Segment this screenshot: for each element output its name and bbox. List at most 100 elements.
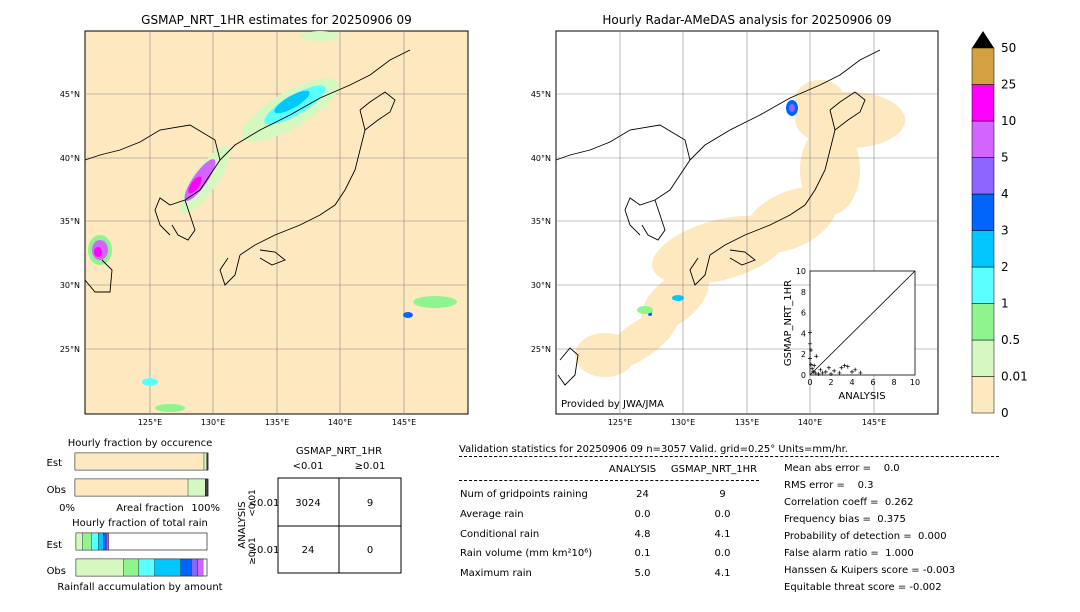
validation-row-analysis: 0.0 bbox=[634, 509, 651, 520]
scatter-xtick: 4 bbox=[849, 378, 854, 387]
scatter-ytick: 0 bbox=[801, 371, 806, 380]
contingency-row-header-text: ≥0.01 bbox=[249, 545, 280, 556]
occurrence-chart: Est Obs 0% 100% Areal fraction bbox=[47, 452, 220, 514]
right-map-title: Hourly Radar-AMeDAS analysis for 2025090… bbox=[602, 13, 892, 27]
contingency-col-header: <0.01 bbox=[292, 461, 324, 472]
validation-row-gsmap: 9 bbox=[719, 489, 726, 500]
scatter-point bbox=[813, 370, 818, 375]
occurrence-bars bbox=[74, 452, 209, 497]
left-map-grid bbox=[85, 31, 468, 414]
validation-row-label: Average rain bbox=[460, 509, 524, 520]
right-lon-label: 135°E bbox=[735, 418, 759, 427]
right-map-coverage bbox=[575, 80, 905, 377]
scatter-point bbox=[839, 365, 844, 370]
right-lat-label: 40°N bbox=[531, 154, 551, 163]
contingency-cell: 24 bbox=[302, 545, 315, 556]
scatter-ytick: 10 bbox=[796, 267, 806, 276]
right-lon-label: 130°E bbox=[671, 418, 695, 427]
scatter-point bbox=[826, 365, 831, 370]
right-lon-label: 145°E bbox=[862, 418, 886, 427]
right-map-credit: Provided by JWA/JMA bbox=[561, 399, 664, 410]
bar-segment bbox=[103, 532, 107, 551]
score-line: Equitable threat score = -0.002 bbox=[784, 582, 942, 593]
left-lat-label: 40°N bbox=[60, 154, 80, 163]
scatter-ticks: 0 2 4 6 8 10 0 2 4 6 8 10 bbox=[796, 267, 920, 387]
occurrence-tick: 100% bbox=[191, 503, 220, 514]
contingency-cell: 3024 bbox=[295, 498, 320, 509]
scatter-xtick: 10 bbox=[910, 378, 920, 387]
bar-segment bbox=[74, 478, 189, 497]
contingency-row-header: <0.01 bbox=[248, 489, 258, 517]
right-lat-label: 25°N bbox=[531, 345, 551, 354]
validation-row-gsmap: 4.1 bbox=[714, 529, 731, 540]
bar-segment bbox=[180, 558, 192, 577]
scatter-points bbox=[808, 330, 863, 376]
colorbar: 0 0.01 0.5 1 2 3 4 5 10 25 50 bbox=[971, 31, 1028, 418]
right-lon-label: 125°E bbox=[608, 418, 632, 427]
scatter-xtick: 2 bbox=[828, 378, 833, 387]
scatter-xtick: 6 bbox=[870, 378, 875, 387]
total-rain-title: Hourly fraction of total rain bbox=[72, 518, 208, 529]
contingency-grid: ANALYSIS <0.01 ≥0.01 <0.01 ≥0.01 3024 9 … bbox=[237, 477, 402, 574]
score-line: Hanssen & Kuipers score = -0.003 bbox=[784, 565, 956, 576]
scatter-point bbox=[810, 366, 815, 371]
scatter-point bbox=[853, 367, 858, 372]
scatter-point bbox=[808, 356, 812, 361]
total-rain-chart: Est Obs Rainfall accumulation by amount bbox=[47, 532, 223, 593]
scatter-inset: 0 2 4 6 8 10 0 2 4 6 8 10 ANALYSIS GSMAP_NRT_1HR bbox=[783, 267, 920, 402]
score-line: Frequency bias = 0.375 bbox=[784, 514, 906, 525]
right-lat-label: 30°N bbox=[531, 281, 551, 290]
occurrence-title: Hourly fraction by occurence bbox=[67, 438, 213, 449]
scatter-point bbox=[809, 362, 814, 367]
bar-segment bbox=[105, 532, 109, 551]
scatter-point bbox=[816, 371, 821, 376]
colorbar-box bbox=[971, 157, 995, 195]
right-map-coastline bbox=[555, 49, 881, 386]
validation-row-label: Maximum rain bbox=[460, 568, 532, 579]
colorbar-box bbox=[971, 230, 995, 268]
left-lon-label: 125°E bbox=[138, 418, 162, 427]
scatter-point bbox=[858, 370, 863, 375]
colorbar-label: 50 bbox=[1001, 41, 1016, 55]
scatter-point bbox=[837, 370, 842, 375]
scatter-xlabel: ANALYSIS bbox=[838, 391, 885, 402]
occurrence-cat: Est bbox=[47, 458, 63, 469]
validation-row-analysis: 5.0 bbox=[634, 568, 651, 579]
bar-segment bbox=[98, 532, 104, 551]
scatter-ytick: 2 bbox=[801, 350, 806, 359]
validation-row-analysis: 0.1 bbox=[634, 548, 651, 559]
right-map-rain bbox=[637, 100, 798, 316]
validation-col-header: ANALYSIS bbox=[608, 464, 657, 475]
validation-header: Validation statistics for 20250906 09 n=… bbox=[459, 444, 999, 457]
left-map-title: GSMAP_NRT_1HR estimates for 20250906 09 bbox=[141, 13, 412, 27]
contingency-title: GSMAP_NRT_1HR bbox=[295, 446, 383, 457]
occurrence-tick: 0% bbox=[59, 503, 75, 514]
validation-row-gsmap: 0.0 bbox=[714, 548, 731, 559]
validation-row-gsmap: 0.0 bbox=[714, 509, 731, 520]
scatter-point bbox=[818, 367, 823, 372]
validation-row-label: Rain volume (mm km²10⁶) bbox=[460, 548, 593, 559]
left-lon-label: 135°E bbox=[265, 418, 289, 427]
scatter-ytick: 4 bbox=[801, 329, 806, 338]
scatter-reference-line bbox=[809, 270, 916, 376]
colorbar-box bbox=[971, 376, 995, 414]
bar-segment bbox=[75, 532, 83, 551]
left-lon-label: 130°E bbox=[201, 418, 225, 427]
bar-segment bbox=[197, 558, 204, 577]
contingency-row-header: ≥0.01 bbox=[248, 537, 258, 565]
bar-segment bbox=[191, 558, 198, 577]
score-line: Probability of detection = 0.000 bbox=[784, 531, 947, 542]
contingency-col-header: ≥0.01 bbox=[354, 461, 386, 472]
validation-divider bbox=[459, 480, 759, 481]
scatter-point bbox=[814, 354, 819, 359]
score-line: RMS error = 0.3 bbox=[784, 480, 874, 491]
left-lat-label: 25°N bbox=[60, 345, 80, 354]
scatter-point bbox=[809, 348, 814, 353]
left-lat-label: 30°N bbox=[60, 281, 80, 290]
bar-segment bbox=[123, 558, 140, 577]
left-map: 45°N 40°N 35°N 30°N 25°N 125°E 130°E 135… bbox=[60, 30, 469, 427]
colorbar-label: 1 bbox=[1001, 297, 1009, 311]
bar-segment bbox=[154, 558, 181, 577]
contingency-row-header-text: <0.01 bbox=[249, 498, 280, 509]
bar-segment bbox=[203, 452, 207, 471]
